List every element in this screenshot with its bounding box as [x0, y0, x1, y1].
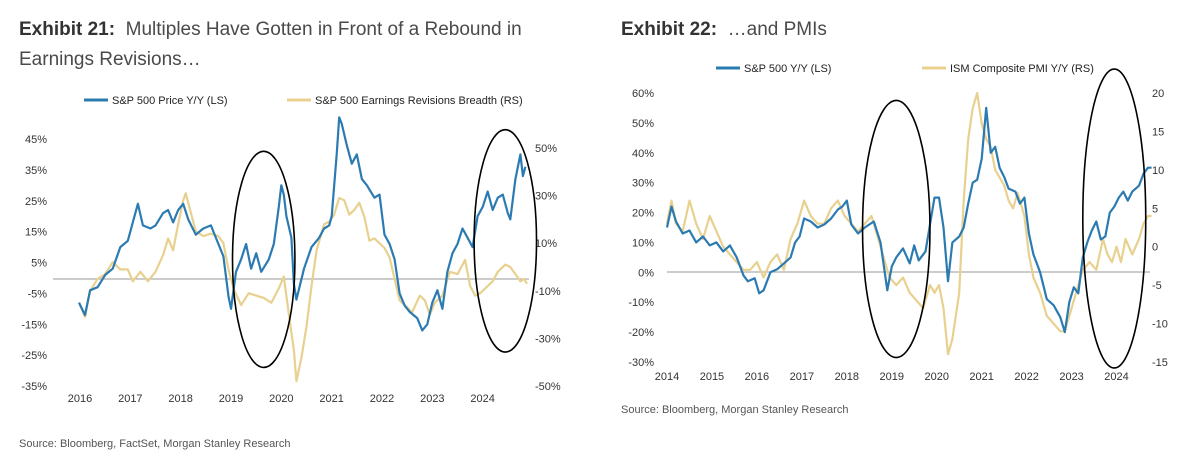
x-axis-tick-label: 2017 [790, 371, 814, 383]
x-axis-tick-label: 2019 [880, 371, 904, 383]
x-axis-tick-label: 2018 [835, 371, 859, 383]
exhibit-21-label: Exhibit 21: [19, 19, 116, 40]
x-axis-tick-label: 2017 [118, 393, 142, 405]
x-axis-tick-label: 2015 [700, 371, 724, 383]
legend-label: ISM Composite PMI Y/Y (RS) [950, 63, 1094, 75]
exhibit-21-title: Exhibit 21: Multiples Have Gotten in Fro… [19, 15, 579, 75]
series-line-right [77, 192, 528, 383]
left-axis-tick-label: 25% [25, 196, 47, 208]
exhibit-21-source: Source: Bloomberg, FactSet, Morgan Stanl… [19, 438, 291, 450]
right-axis-tick-label: 15 [1152, 126, 1164, 138]
x-axis-tick-label: 2024 [470, 393, 494, 405]
left-axis-tick-label: 10% [632, 237, 654, 249]
right-axis-tick-label: -30% [535, 333, 561, 345]
x-axis-tick-label: 2020 [269, 393, 293, 405]
left-axis-tick-label: 35% [25, 165, 47, 177]
left-axis-tick-label: -25% [21, 350, 47, 362]
right-axis-tick-label: 20 [1152, 88, 1164, 100]
right-axis-tick-label: -50% [535, 381, 561, 393]
left-axis-tick-label: -35% [21, 381, 47, 393]
x-axis-tick-label: 2016 [68, 393, 92, 405]
right-axis-tick-label: -10% [535, 286, 561, 298]
left-axis-tick-label: -10% [628, 297, 654, 309]
left-axis-tick-label: 30% [632, 178, 654, 190]
exhibit-22-title: Exhibit 22: …and PMIs [621, 15, 1181, 45]
right-axis-tick-label: -15 [1152, 357, 1168, 369]
chart-exhibit-21: 45% 35% 25% 15% 5% -5% -15% -25% -35% 50% 30% 10% -1… [21, 95, 561, 405]
left-axis-tick-label: 40% [632, 148, 654, 160]
legend-label: S&P 500 Price Y/Y (LS) [112, 95, 228, 107]
highlight-ellipse [231, 150, 296, 369]
exhibit-21-heading: Multiples Have Gotten in Front of a Rebo… [19, 19, 522, 70]
x-axis-tick-label: 2014 [655, 371, 679, 383]
x-axis-tick-label: 2021 [969, 371, 993, 383]
x-axis-tick-label: 2023 [1059, 371, 1083, 383]
exhibit-22-source: Source: Bloomberg, Morgan Stanley Resear… [621, 404, 849, 416]
highlight-ellipse [473, 128, 538, 353]
left-axis-tick-label: 5% [31, 258, 47, 270]
right-axis-tick-label: 50% [535, 143, 557, 155]
x-axis-tick-label: 2018 [168, 393, 192, 405]
right-axis-tick-label: -10 [1152, 319, 1168, 331]
chart-exhibit-22: 60%50%40%30%20%10%0%-10%-20%-30%20151050… [628, 63, 1168, 383]
x-axis-tick-label: 2019 [219, 393, 243, 405]
right-axis-tick-label: -5 [1152, 280, 1162, 292]
left-axis-tick-label: 60% [632, 88, 654, 100]
right-axis-tick-label: 5 [1152, 203, 1158, 215]
right-axis-tick-label: 0 [1152, 242, 1158, 254]
left-axis-tick-label: 20% [632, 208, 654, 220]
exhibit-22-heading: …and PMIs [727, 19, 827, 40]
series-line-left [665, 106, 1152, 334]
left-axis-tick-label: 0% [638, 267, 654, 279]
left-axis-tick-label: 15% [25, 227, 47, 239]
right-axis-tick-label: 10% [535, 238, 557, 250]
left-axis-tick-label: 50% [632, 118, 654, 130]
x-axis-tick-label: 2023 [420, 393, 444, 405]
x-axis-tick-label: 2021 [319, 393, 343, 405]
legend-label: S&P 500 Earnings Revisions Breadth (RS) [315, 95, 523, 107]
right-axis-tick-label: 10 [1152, 165, 1164, 177]
highlight-ellipse [861, 99, 931, 359]
left-axis-tick-label: 45% [25, 134, 47, 146]
highlight-ellipse [1082, 68, 1147, 369]
left-axis-tick-label: -30% [628, 357, 654, 369]
x-axis-tick-label: 2016 [745, 371, 769, 383]
series-line-right [665, 91, 1152, 356]
x-axis-tick-label: 2020 [924, 371, 948, 383]
left-axis-tick-label: -5% [27, 288, 47, 300]
right-axis-tick-label: 30% [535, 191, 557, 203]
x-axis-tick-label: 2024 [1104, 371, 1128, 383]
legend-label: S&P 500 Y/Y (LS) [744, 63, 831, 75]
x-axis-tick-label: 2022 [370, 393, 394, 405]
series-line-left [78, 116, 527, 332]
x-axis-tick-label: 2022 [1014, 371, 1038, 383]
left-axis-tick-label: -20% [628, 327, 654, 339]
left-axis-tick-label: -15% [21, 319, 47, 331]
exhibit-22-label: Exhibit 22: [621, 19, 718, 40]
